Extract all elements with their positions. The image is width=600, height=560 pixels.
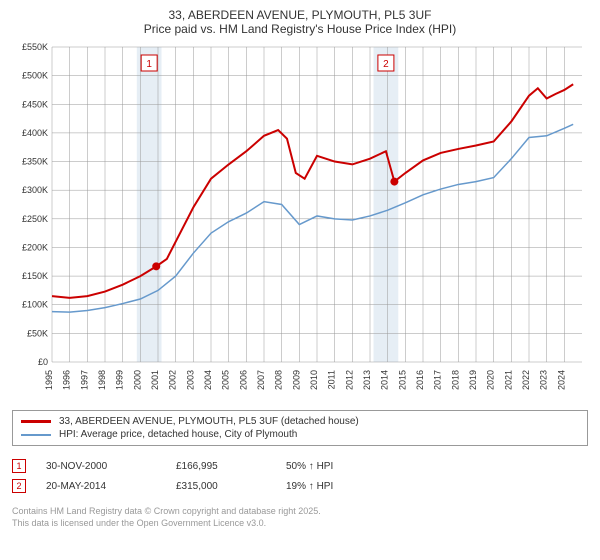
y-tick-label: £250K — [22, 214, 48, 224]
x-tick-label: 2010 — [309, 370, 319, 390]
x-tick-label: 2022 — [521, 370, 531, 390]
x-tick-label: 2009 — [291, 370, 301, 390]
x-tick-label: 2006 — [238, 370, 248, 390]
y-tick-label: £400K — [22, 128, 48, 138]
x-tick-label: 1997 — [79, 370, 89, 390]
y-tick-label: £200K — [22, 242, 48, 252]
event-row: 1 30-NOV-2000£166,99550% ↑ HPI — [12, 456, 588, 476]
y-tick-label: £350K — [22, 157, 48, 167]
event-price: £166,995 — [176, 461, 286, 472]
title-line1: 33, ABERDEEN AVENUE, PLYMOUTH, PL5 3UF — [12, 8, 588, 22]
legend-label: HPI: Average price, detached house, City… — [59, 429, 297, 440]
event-delta: 19% ↑ HPI — [286, 481, 396, 492]
title-line2: Price paid vs. HM Land Registry's House … — [12, 22, 588, 36]
event-marker-label: 2 — [383, 59, 389, 70]
x-tick-label: 1999 — [115, 370, 125, 390]
legend-row: 33, ABERDEEN AVENUE, PLYMOUTH, PL5 3UF (… — [21, 415, 579, 428]
x-tick-label: 2011 — [327, 370, 337, 389]
x-tick-label: 2019 — [468, 370, 478, 390]
event-badge: 2 — [12, 479, 26, 493]
x-tick-label: 2012 — [344, 370, 354, 390]
band — [374, 47, 399, 362]
footer-line1: Contains HM Land Registry data © Crown c… — [12, 506, 588, 518]
x-tick-label: 2023 — [539, 370, 549, 390]
y-tick-label: £150K — [22, 271, 48, 281]
series-marker — [152, 262, 160, 270]
event-row: 2 20-MAY-2014£315,00019% ↑ HPI — [12, 476, 588, 496]
x-tick-label: 1996 — [62, 370, 72, 390]
x-tick-label: 2002 — [168, 370, 178, 390]
x-tick-label: 2007 — [256, 370, 266, 390]
x-tick-label: 1998 — [97, 370, 107, 390]
legend: 33, ABERDEEN AVENUE, PLYMOUTH, PL5 3UF (… — [12, 410, 588, 446]
series-hpi — [52, 124, 573, 312]
y-tick-label: £100K — [22, 300, 48, 310]
y-tick-label: £450K — [22, 99, 48, 109]
y-tick-label: £0 — [38, 357, 48, 367]
chart-svg: £0 £50K £100K £150K £200K £250K £300K £350K £400… — [12, 42, 588, 402]
x-tick-label: 2018 — [450, 370, 460, 390]
x-tick-label: 2008 — [274, 370, 284, 390]
x-tick-label: 2003 — [185, 370, 195, 390]
series-property — [52, 84, 573, 298]
event-price: £315,000 — [176, 481, 286, 492]
event-badge: 1 — [12, 459, 26, 473]
x-tick-label: 2014 — [380, 370, 390, 390]
event-date: 30-NOV-2000 — [46, 461, 176, 472]
legend-swatch — [21, 420, 51, 423]
legend-label: 33, ABERDEEN AVENUE, PLYMOUTH, PL5 3UF (… — [59, 416, 359, 427]
root: 33, ABERDEEN AVENUE, PLYMOUTH, PL5 3UF P… — [0, 0, 600, 560]
y-tick-label: £50K — [27, 328, 48, 338]
legend-swatch — [21, 434, 51, 436]
y-tick-label: £550K — [22, 42, 48, 52]
event-delta: 50% ↑ HPI — [286, 461, 396, 472]
x-tick-label: 2024 — [556, 370, 566, 390]
legend-row: HPI: Average price, detached house, City… — [21, 428, 579, 441]
x-tick-label: 2005 — [221, 370, 231, 390]
x-tick-label: 2004 — [203, 370, 213, 390]
x-tick-label: 2001 — [150, 370, 160, 390]
y-tick-label: £500K — [22, 71, 48, 81]
x-tick-label: 2017 — [433, 370, 443, 390]
x-tick-label: 2013 — [362, 370, 372, 390]
footer-line2: This data is licensed under the Open Gov… — [12, 518, 588, 530]
x-tick-label: 2021 — [503, 370, 513, 390]
x-tick-label: 2016 — [415, 370, 425, 390]
x-tick-label: 2000 — [132, 370, 142, 390]
footer: Contains HM Land Registry data © Crown c… — [12, 506, 588, 529]
series-marker — [390, 178, 398, 186]
event-date: 20-MAY-2014 — [46, 481, 176, 492]
chart-area: £0 £50K £100K £150K £200K £250K £300K £350K £400… — [12, 42, 588, 402]
x-tick-label: 1995 — [44, 370, 54, 390]
event-marker-label: 1 — [146, 59, 152, 70]
x-tick-label: 2020 — [486, 370, 496, 390]
x-tick-label: 2015 — [397, 370, 407, 390]
events-table: 1 30-NOV-2000£166,99550% ↑ HPI 2 20-MAY-201… — [12, 456, 588, 496]
y-tick-label: £300K — [22, 185, 48, 195]
